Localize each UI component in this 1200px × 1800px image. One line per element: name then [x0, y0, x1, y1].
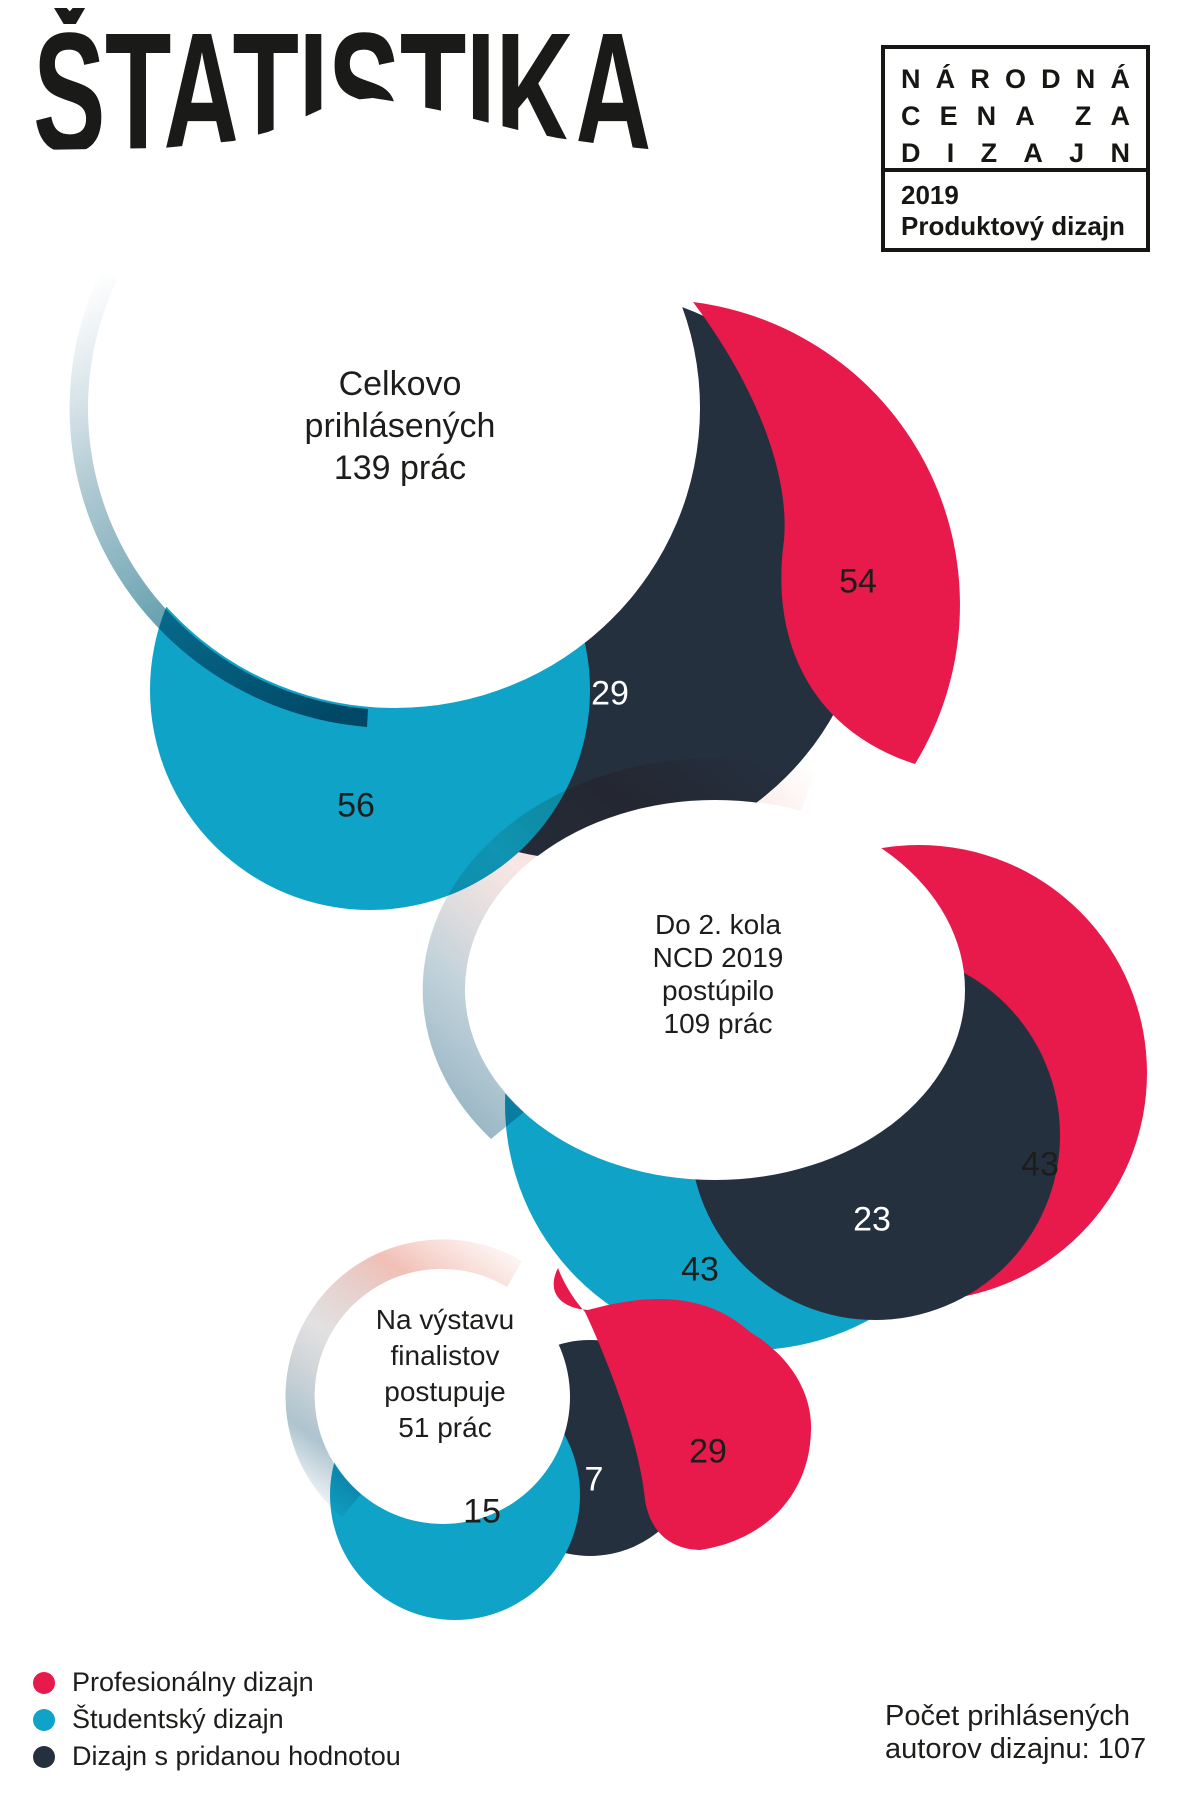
value-student-stage1: 56 — [337, 786, 375, 825]
value-student-stage3: 15 — [463, 1492, 501, 1531]
cluster2-label-line: NCD 2019 — [652, 942, 784, 973]
cluster3-white-circle — [316, 1270, 570, 1524]
value-added-value-stage2: 23 — [853, 1200, 891, 1239]
legend-label: Dizajn s pridanou hodnotou — [72, 1741, 401, 1771]
legend-label: Profesionálny dizajn — [72, 1667, 314, 1697]
cluster3-label-line: finalistov — [390, 1340, 500, 1371]
cluster1-label-line: 139 prác — [333, 449, 467, 487]
value-professional-stage1: 54 — [839, 562, 877, 601]
cluster3-label-line: 51 prác — [398, 1412, 492, 1443]
cluster1-label-line: Celkovo — [338, 365, 462, 403]
cluster1-label-line: prihlásených — [304, 407, 496, 445]
cluster2-label: Do 2. kola NCD 2019 postúpilo 109 prác — [568, 908, 868, 1040]
legend-dot-red — [33, 1671, 55, 1694]
ncd-logo-year: 2019 — [901, 180, 959, 210]
legend-item-student: Študentský dizajn — [33, 1704, 401, 1734]
value-student-stage2: 43 — [681, 1250, 719, 1289]
cluster2-trail — [422, 757, 815, 1139]
cluster3-trail — [285, 1239, 522, 1517]
cluster3-label-line: postupuje — [384, 1376, 506, 1407]
cluster3-red-shape — [553, 1268, 812, 1550]
legend-dot-teal — [33, 1708, 55, 1731]
ncd-logo-edition: 2019 Produktový dizajn — [885, 172, 1146, 250]
cluster2-label-line: Do 2. kola — [654, 909, 782, 940]
value-professional-stage2: 43 — [1021, 1145, 1059, 1184]
cluster1-red-shape — [693, 302, 960, 764]
legend-item-added-value: Dizajn s pridanou hodnotou — [33, 1741, 401, 1771]
value-added-value-stage3: 7 — [584, 1460, 604, 1499]
authors-count-note: Počet prihlásených autorov dizajnu: 107 — [885, 1700, 1146, 1766]
ncd-logo-category: Produktový dizajn — [901, 211, 1125, 241]
cluster1-white-circle — [90, 108, 700, 708]
cluster1-label: Celkovo prihlásených 139 prác — [217, 363, 583, 489]
cluster1-trail — [69, 273, 369, 727]
legend-item-professional: Profesionálny dizajn — [33, 1667, 401, 1697]
authors-count-line2: autorov dizajnu: 107 — [885, 1733, 1147, 1765]
authors-count-line1: Počet prihlásených — [885, 1700, 1131, 1732]
legend-dot-navy — [33, 1745, 55, 1768]
cluster2-label-line: 109 prác — [663, 1008, 773, 1039]
cluster3-label: Na výstavu finalistov postupuje 51 prác — [315, 1302, 575, 1446]
legend-label: Študentský dizajn — [72, 1704, 284, 1734]
legend: Profesionálny dizajn Študentský dizajn D… — [33, 1667, 401, 1780]
cluster3-label-line: Na výstavu — [375, 1304, 515, 1335]
value-professional-stage3: 29 — [689, 1432, 727, 1471]
value-added-value-stage1: 29 — [591, 674, 629, 713]
cluster2-label-line: postúpilo — [661, 975, 775, 1006]
cluster2-white-circle — [465, 800, 965, 1180]
